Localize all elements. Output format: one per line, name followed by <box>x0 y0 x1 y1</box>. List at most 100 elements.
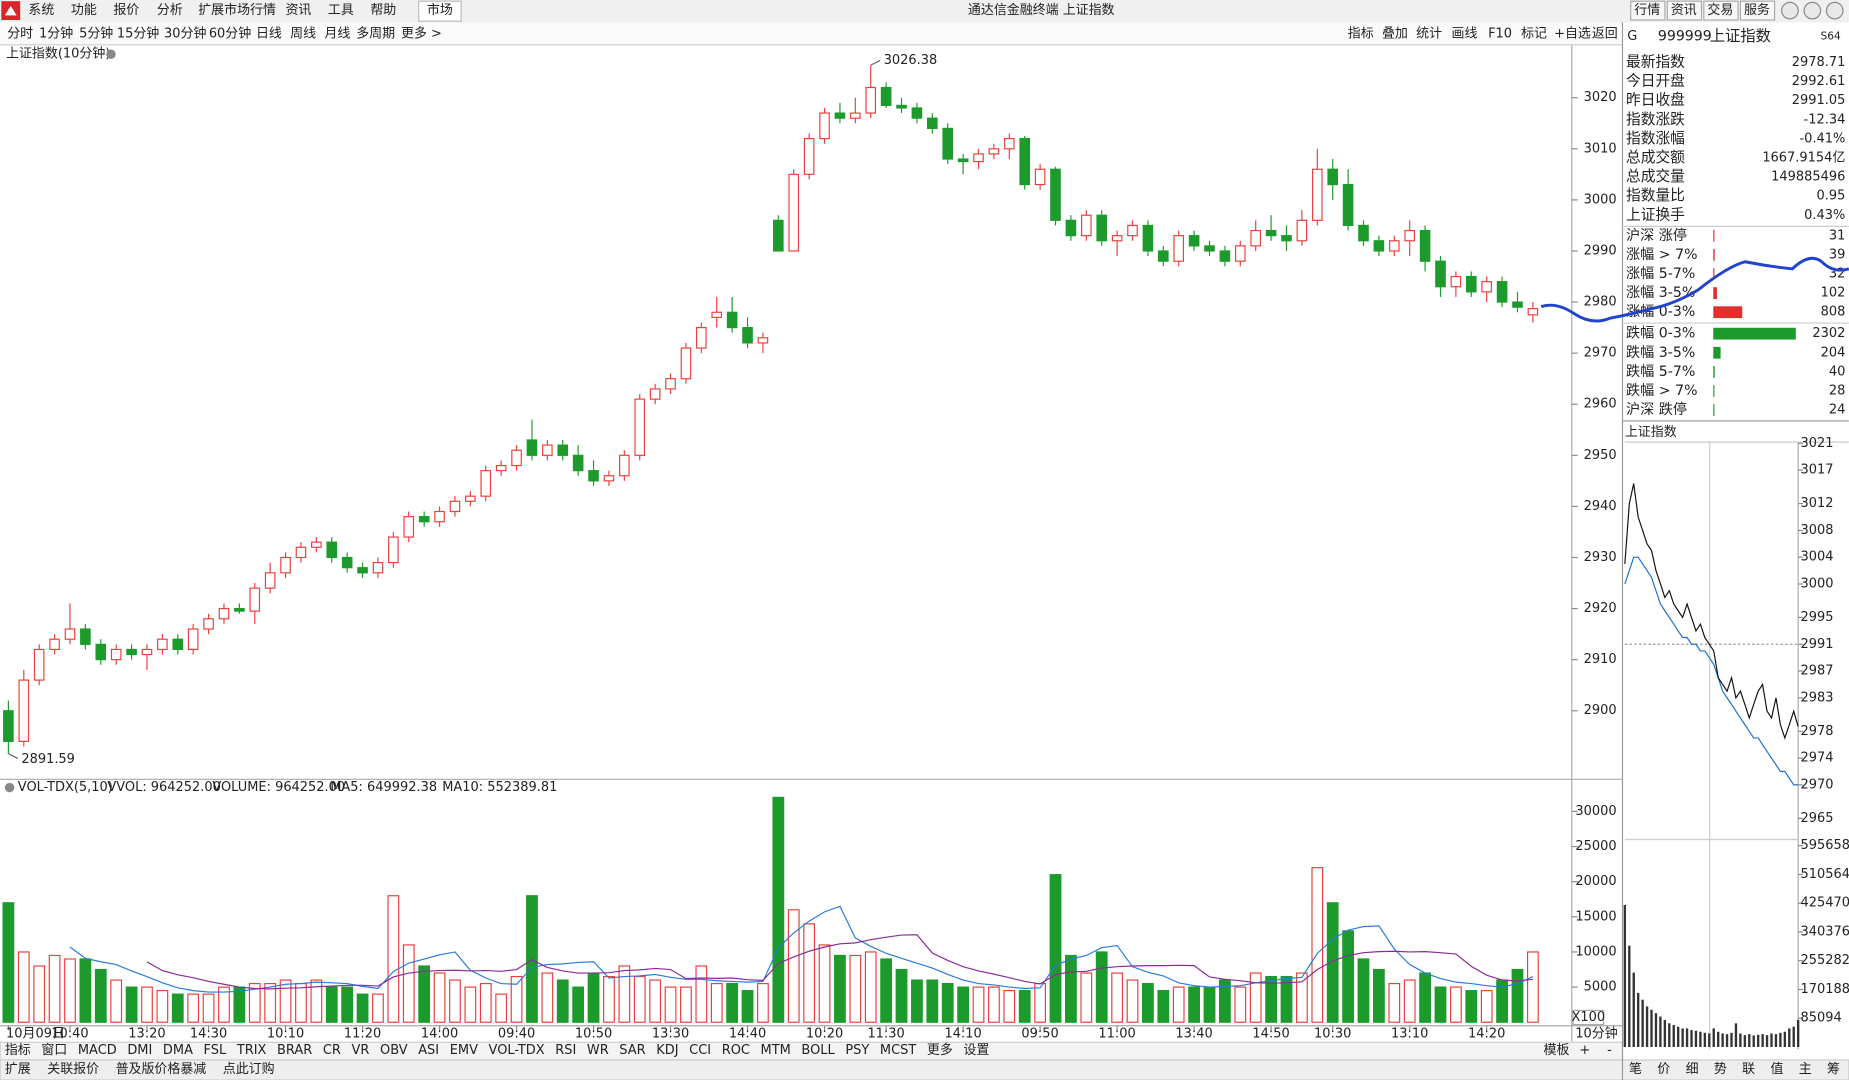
indicator-tab[interactable]: KDJ <box>656 1043 678 1058</box>
menu-item[interactable]: 分析 <box>157 3 183 18</box>
side-tab[interactable]: 细 <box>1686 1062 1699 1077</box>
service-button[interactable]: 交易 <box>1707 2 1733 18</box>
indicator-tab[interactable]: DMI <box>127 1043 152 1058</box>
indicator-tab[interactable]: RSI <box>555 1043 576 1058</box>
candle-body <box>942 127 954 160</box>
menu-item[interactable]: 报价 <box>113 3 139 18</box>
breadth-label: 涨幅 0-3% <box>1626 304 1695 320</box>
volume-bar <box>1480 990 1493 1023</box>
period-tab[interactable]: 更多 > <box>401 27 442 42</box>
side-tab[interactable]: 价 <box>1657 1062 1670 1077</box>
toolbar-button[interactable]: 叠加 <box>1382 27 1408 42</box>
indicator-tab[interactable]: ROC <box>722 1043 750 1058</box>
side-tab[interactable]: 联 <box>1742 1062 1755 1077</box>
period-tab[interactable]: 5分钟 <box>79 26 113 42</box>
indicator-tab[interactable]: SAR <box>619 1043 645 1058</box>
period-tab[interactable]: 15分钟 <box>117 26 159 42</box>
indicator-tab[interactable]: DMA <box>163 1043 193 1058</box>
period-tab[interactable]: 日线 <box>256 27 282 42</box>
menu-item[interactable]: 工具 <box>328 3 354 18</box>
service-button[interactable]: 资讯 <box>1671 3 1697 18</box>
indicator-tab[interactable]: VOL-TDX <box>489 1043 545 1058</box>
indicator-tab[interactable]: 设置 <box>963 1043 989 1058</box>
service-button-bg <box>1739 0 1776 21</box>
volume-bar <box>418 965 431 1023</box>
side-tab[interactable]: 筹 <box>1827 1061 1840 1077</box>
indicator-tab[interactable]: CR <box>323 1043 341 1058</box>
template-button[interactable]: 模板 <box>1544 1043 1570 1058</box>
y-tick-label: 2970 <box>1801 777 1834 792</box>
period-tab[interactable]: 多周期 <box>356 27 395 42</box>
status-item[interactable]: 扩展 <box>5 1062 31 1077</box>
status-item[interactable]: 普及版价格暴减 <box>116 1061 207 1077</box>
breadth-bar <box>1713 287 1717 300</box>
period-tab[interactable]: 分时 <box>7 27 33 42</box>
market-tab[interactable]: 市场 <box>427 2 453 18</box>
toolbar-button[interactable]: 标记 <box>1521 27 1547 42</box>
y-tick-label: 255282 <box>1801 953 1849 968</box>
indicator-tab[interactable]: VR <box>352 1043 370 1058</box>
status-item[interactable]: 点此订购 <box>223 1061 275 1077</box>
volume-bar <box>957 986 970 1023</box>
indicator-tab[interactable]: 更多 <box>927 1043 953 1058</box>
window-control[interactable] <box>1803 1 1822 20</box>
toolbar-button[interactable]: F10 <box>1488 27 1512 42</box>
menu-item[interactable]: 功能 <box>71 3 97 18</box>
indicator-tab[interactable]: 指标 <box>5 1043 31 1058</box>
candle-body <box>126 648 137 656</box>
side-tab[interactable]: 主 <box>1799 1062 1812 1077</box>
indicator-tab[interactable]: CCI <box>689 1043 711 1058</box>
period-tab[interactable]: 月线 <box>324 27 350 42</box>
toolbar-button[interactable]: 返回 <box>1592 27 1618 42</box>
side-tab[interactable]: 笔 <box>1629 1061 1642 1077</box>
indicator-tab[interactable]: 窗口 <box>41 1042 67 1058</box>
candle-body <box>1404 229 1415 242</box>
volume-bar <box>818 944 831 1023</box>
indicator-tab[interactable]: EMV <box>450 1043 478 1058</box>
side-tab[interactable]: 势 <box>1714 1061 1727 1077</box>
status-item[interactable]: 关联报价 <box>47 1062 99 1077</box>
volume-bar <box>772 796 785 1023</box>
template-button[interactable]: + <box>1579 1043 1590 1058</box>
indicator-tab[interactable]: OBV <box>380 1043 408 1058</box>
toolbar-button[interactable]: 指标 <box>1348 27 1374 42</box>
volume-bar <box>1326 902 1339 1023</box>
indicator-tab[interactable]: MACD <box>78 1043 117 1058</box>
service-button[interactable]: 服务 <box>1744 2 1770 18</box>
service-button[interactable]: 行情 <box>1634 3 1660 18</box>
period-tab[interactable]: 60分钟 <box>209 26 251 42</box>
menu-item[interactable]: 扩展市场行情 <box>198 2 276 18</box>
indicator-tab[interactable]: ASI <box>418 1043 439 1058</box>
indicator-tab[interactable]: TRIX <box>236 1043 267 1058</box>
indicator-tab[interactable]: MTM <box>761 1043 791 1058</box>
toolbar-button[interactable]: +自选 <box>1554 27 1591 42</box>
indicator-tab[interactable]: PSY <box>845 1043 869 1058</box>
volume-bar <box>94 968 107 1023</box>
candle-body <box>1204 245 1215 252</box>
toolbar-button[interactable]: 画线 <box>1452 27 1478 42</box>
toolbar-button[interactable]: 统计 <box>1416 27 1442 42</box>
menu-item[interactable]: 帮助 <box>370 3 396 18</box>
window-control[interactable] <box>1825 1 1844 20</box>
indicator-tab[interactable]: WR <box>587 1043 609 1058</box>
window-control[interactable] <box>1781 1 1799 20</box>
menu-item[interactable]: 资讯 <box>285 3 311 18</box>
period-tab[interactable]: 30分钟 <box>164 26 206 42</box>
menu-item[interactable]: 系统 <box>28 3 54 18</box>
indicator-tab[interactable]: MCST <box>880 1043 916 1058</box>
quote-name: 上证指数 <box>1710 27 1771 45</box>
candle-body <box>480 470 492 497</box>
indicator-tab[interactable]: FSL <box>204 1043 227 1058</box>
y-tick-label: 2965 <box>1801 811 1834 826</box>
side-tab[interactable]: 值 <box>1770 1061 1783 1077</box>
forecast-line <box>1540 256 1849 323</box>
indicator-tab[interactable]: BOLL <box>801 1043 835 1058</box>
y-tick-label: 2900 <box>1584 703 1617 718</box>
candle-body <box>203 618 214 630</box>
y-tick-label: 25000 <box>1575 839 1616 854</box>
period-tab[interactable]: 1分钟 <box>39 26 73 42</box>
volume-bar <box>649 979 662 1023</box>
template-button[interactable]: - <box>1607 1043 1612 1058</box>
period-tab[interactable]: 周线 <box>290 27 316 42</box>
indicator-tab[interactable]: BRAR <box>277 1043 312 1058</box>
